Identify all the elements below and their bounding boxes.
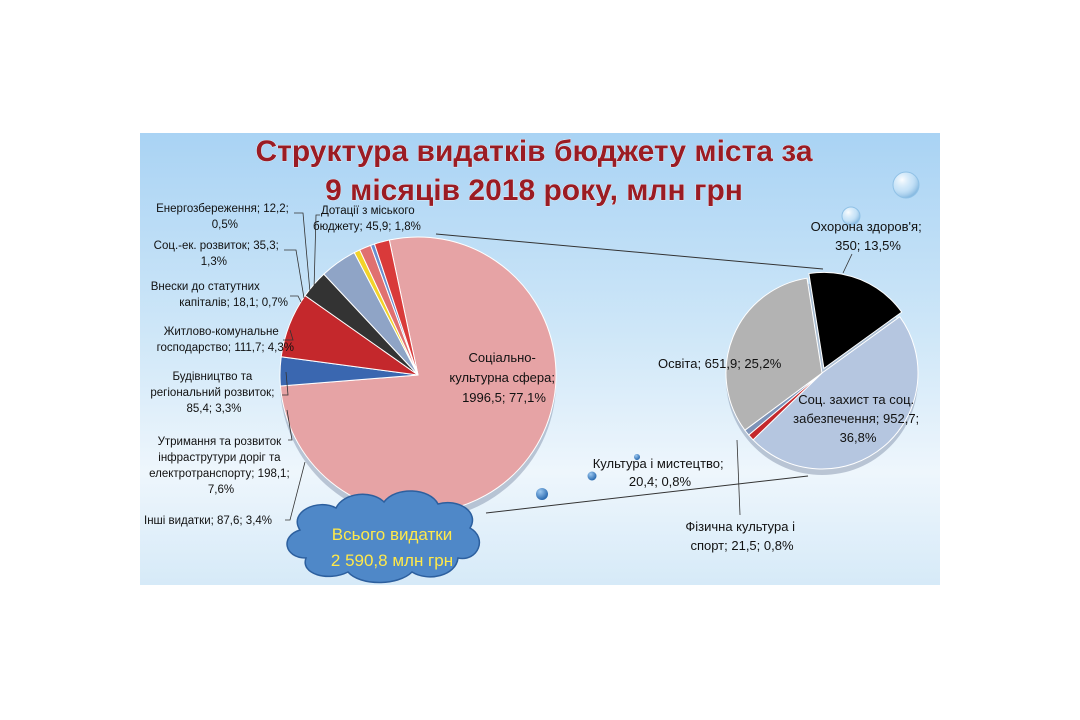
bubble-decoration: [892, 171, 920, 199]
leader-line-inshi: [285, 461, 306, 521]
label-utrymannia: Утримання та розвиток інфраструтури дорі…: [149, 436, 293, 496]
leader-line-sport: [736, 439, 741, 516]
label-sport: Фізична культура і спорт; 21,5; 0,8%: [685, 519, 798, 553]
label-zhytlovo: Житлово-комунальне господарство; 111,7; …: [157, 326, 294, 354]
pie-connector-line: [435, 233, 824, 270]
label-energy: Енергозбереження; 12,2; 0,5%: [156, 203, 292, 231]
leader-line-zhytlovo: [283, 329, 294, 341]
total-line-1: Всього видатки: [332, 525, 452, 544]
leader-line-utrym: [286, 409, 293, 441]
leader-line-soc-ek: [284, 249, 305, 299]
leader-lines: [282, 212, 853, 521]
leader-line-budivn: [282, 371, 289, 396]
pie-slice-соц-захист-та-соц-забезпечення: [752, 316, 919, 470]
leader-line-dotatsii: [313, 214, 320, 291]
label-kultura: Культура і мистецтво; 20,4; 0,8%: [593, 456, 728, 489]
leader-line-energy: [294, 212, 311, 293]
label-health: Охорона здоров'я; 350; 13,5%: [811, 219, 926, 253]
label-dotatsii: Дотації з міського бюджету; 45,9; 1,8%: [313, 205, 421, 233]
label-vnesky: Внески до статутних капіталів; 18,1; 0,7…: [151, 281, 288, 309]
total-cloud: Всього видатки 2 590,8 млн грн: [286, 490, 481, 584]
label-social-cultural: Соціально- культурна сфера; 1996,5; 77,1…: [449, 350, 558, 405]
detail-pie-labels: Охорона здоров'я; 350; 13,5% Освіта; 651…: [593, 219, 926, 553]
pie-connector-line: [485, 475, 809, 514]
leader-line-vnesky: [290, 295, 302, 303]
detail-pie: [725, 271, 919, 475]
leader-line-health: [842, 253, 853, 274]
pie-slice-охорона-здоров-я: [808, 271, 903, 370]
label-budivnytstvo: Будівництво та регіональний розвиток; 85…: [150, 371, 277, 415]
chart-title-line-1: Структура видатків бюджету міста за: [255, 135, 812, 168]
bubble-decoration: [841, 206, 861, 226]
main-pie-labels: Соціально- культурна сфера; 1996,5; 77,1…: [144, 203, 558, 527]
bubble-decoration: [634, 454, 640, 460]
pie-slice-дотації-з-міського-бюджету: [373, 239, 419, 376]
label-inshi: Інші видатки; 87,6; 3,4%: [144, 515, 272, 527]
pie-slice-освіта: [725, 277, 823, 431]
label-soc-ek: Соц.-ек. розвиток; 35,3; 1,3%: [154, 240, 282, 268]
bubble-decoration: [587, 471, 597, 481]
label-osvita: Освіта; 651,9; 25,2%: [658, 356, 782, 371]
total-line-2: 2 590,8 млн грн: [331, 551, 453, 570]
bubble-decoration: [536, 488, 548, 500]
pie-slice-соціально-культурна-сфера: [279, 236, 557, 514]
chart-title-line-2: 9 місяців 2018 року, млн грн: [325, 174, 743, 207]
cloud-shape: [286, 490, 481, 584]
main-pie: [279, 236, 557, 520]
label-soc-zakhyst: Соц. захист та соц. забезпечення; 952,7;…: [793, 392, 923, 445]
